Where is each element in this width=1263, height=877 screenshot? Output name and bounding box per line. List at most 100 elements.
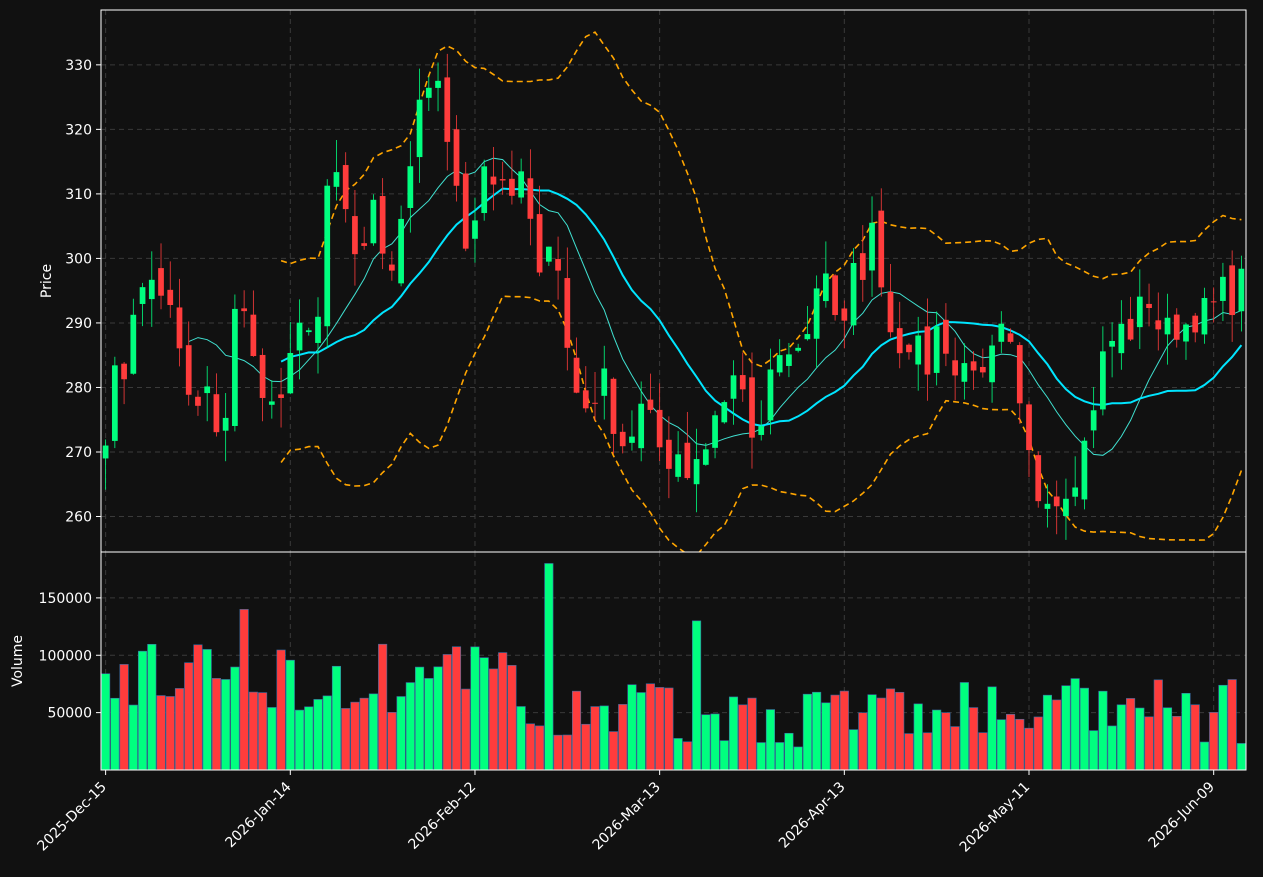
candle-body [915, 335, 922, 365]
upper-band-line [280, 31, 1242, 368]
volume-bar [424, 678, 434, 771]
candle-body [435, 80, 441, 88]
volume-bar [1172, 716, 1182, 771]
volume-bar [415, 666, 425, 771]
xtick-label: 2026-Mar-13 [590, 779, 664, 853]
candle-body [370, 199, 377, 244]
volume-ytick-label: 50000 [47, 706, 92, 722]
candle-body [333, 172, 340, 187]
candle-body [1090, 410, 1097, 431]
candle-body [176, 307, 183, 349]
volume-bar [849, 729, 859, 771]
volume-bar [599, 705, 609, 771]
candle-body [1063, 498, 1069, 517]
candle-body [444, 77, 451, 142]
volume-bar [110, 697, 120, 771]
volume-bar [128, 704, 138, 771]
volume-bar [101, 673, 111, 771]
candle-body [102, 445, 109, 459]
volume-bar [1052, 699, 1062, 771]
volume-bar [1070, 678, 1080, 771]
candle-body [952, 360, 958, 376]
candle-body [943, 319, 949, 354]
volume-bar [959, 682, 969, 771]
candle-body [268, 401, 275, 405]
candle-body [730, 375, 737, 399]
volume-bar [756, 742, 766, 771]
candle-body [638, 403, 645, 449]
candle-body [148, 279, 155, 300]
price-ytick-label: 280 [65, 380, 92, 396]
candle-body [1100, 351, 1106, 410]
candle-body [342, 165, 349, 210]
volume-bar [571, 690, 582, 771]
candle-body [582, 390, 589, 409]
volume-bar [1181, 692, 1191, 771]
candle-body [481, 166, 488, 214]
candle-body [1136, 296, 1143, 328]
candle-body [462, 173, 469, 249]
volume-bar [747, 697, 757, 771]
candle-body [305, 330, 312, 333]
volume-bar [802, 693, 812, 771]
volume-bar [516, 706, 526, 771]
candle-body [1044, 503, 1051, 509]
volume-bar [682, 741, 692, 771]
candle-body [647, 399, 654, 410]
volume-bar [341, 708, 351, 771]
candle-body [490, 176, 497, 185]
candle-body [832, 275, 838, 316]
volume-bar [664, 687, 674, 771]
candle-body [564, 278, 571, 348]
volume-bar [692, 620, 702, 771]
volume-bar [202, 649, 212, 771]
candle-body [804, 334, 811, 340]
candle-body [287, 353, 294, 394]
candle-body [527, 178, 534, 219]
volume-bar [987, 686, 997, 771]
volume-bar [461, 688, 471, 771]
volume-bar [1236, 743, 1246, 771]
volume-bar [1061, 685, 1071, 771]
volume-bar [294, 709, 305, 771]
volume-bar [1190, 704, 1200, 771]
volume-bar [1162, 707, 1173, 771]
candle-body [998, 323, 1005, 342]
candle-body [1183, 324, 1189, 342]
candle-body [1109, 340, 1115, 347]
candle-body [1035, 455, 1042, 502]
candle-body [499, 179, 506, 181]
candle-body [1173, 314, 1180, 340]
candle-body [1229, 265, 1236, 316]
volume-bar [119, 664, 129, 771]
candle-body [795, 347, 802, 351]
volume-bar [331, 665, 342, 771]
volume-bar [913, 703, 923, 771]
volume-bar [765, 709, 776, 771]
volume-bar [1024, 727, 1034, 771]
candle-body [425, 87, 432, 98]
volume-bar [442, 654, 452, 771]
volume-bar [1227, 679, 1237, 771]
candle-body [887, 291, 894, 333]
volume-bar [1126, 698, 1136, 771]
candle-body [619, 431, 626, 447]
volume-bar [1107, 725, 1117, 771]
volume-bar [544, 563, 554, 771]
volume-bar [885, 688, 896, 771]
candle-body [1220, 276, 1226, 301]
candle-body [1026, 404, 1032, 451]
volume-axis-label: Volume [10, 635, 26, 687]
volume-bar [147, 643, 157, 771]
candle-body [610, 378, 617, 434]
volume-bar [941, 712, 951, 771]
price-ytick-label: 320 [65, 122, 92, 138]
lower-band-line [280, 295, 1243, 552]
price-ytick-label: 260 [65, 510, 92, 526]
volume-bar [1144, 716, 1154, 771]
candle-body [1164, 317, 1171, 335]
volume-bar [738, 704, 748, 771]
xtick-label: 2026-Apr-13 [776, 779, 849, 852]
candle-body [111, 365, 118, 441]
candle-body [324, 185, 331, 327]
